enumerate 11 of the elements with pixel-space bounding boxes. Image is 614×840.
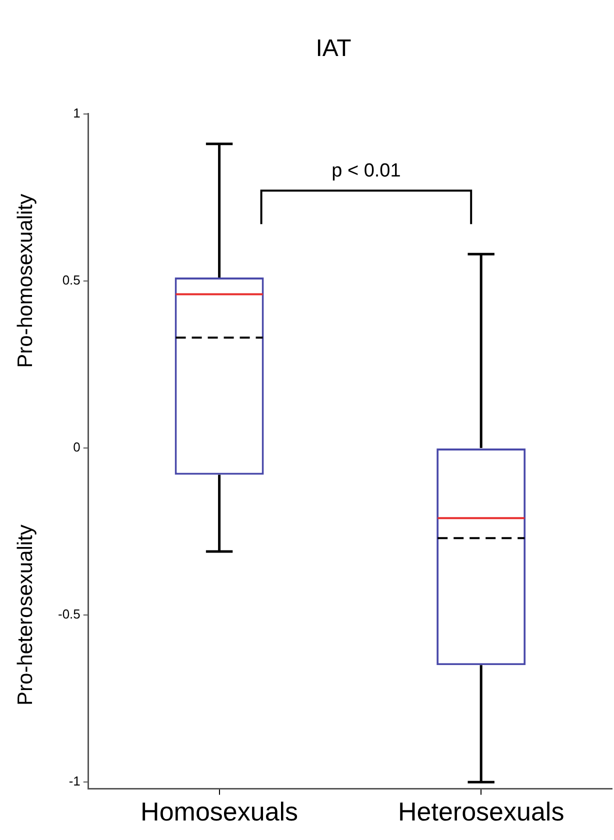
chart-title: IAT xyxy=(316,35,352,62)
text: Pro-homosexuality xyxy=(14,193,37,368)
annotation: p < 0.01 xyxy=(332,160,401,182)
y-tick-label: 0 xyxy=(73,440,80,455)
text: Pro-heterosexuality xyxy=(14,524,37,706)
x-tick-label: Heterosexuals xyxy=(398,796,564,827)
y-tick-label: 0.5 xyxy=(62,272,80,288)
y-tick-label: -1 xyxy=(68,774,80,789)
x-tick-label: Homosexuals xyxy=(140,796,298,827)
y-tick-label: -0.5 xyxy=(58,606,80,622)
y-tick-label: 1 xyxy=(73,105,80,120)
